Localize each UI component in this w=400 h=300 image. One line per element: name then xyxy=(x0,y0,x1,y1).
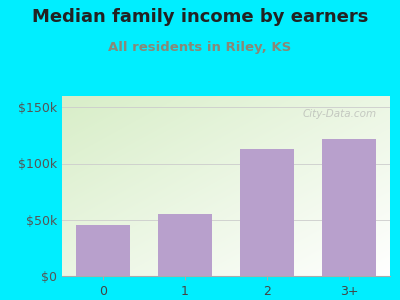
Bar xyxy=(158,214,212,276)
Text: All residents in Riley, KS: All residents in Riley, KS xyxy=(108,40,292,53)
Text: Median family income by earners: Median family income by earners xyxy=(32,8,368,26)
Bar xyxy=(322,139,376,276)
Bar xyxy=(240,149,294,276)
Text: City-Data.com: City-Data.com xyxy=(303,109,377,118)
Bar xyxy=(76,225,130,276)
